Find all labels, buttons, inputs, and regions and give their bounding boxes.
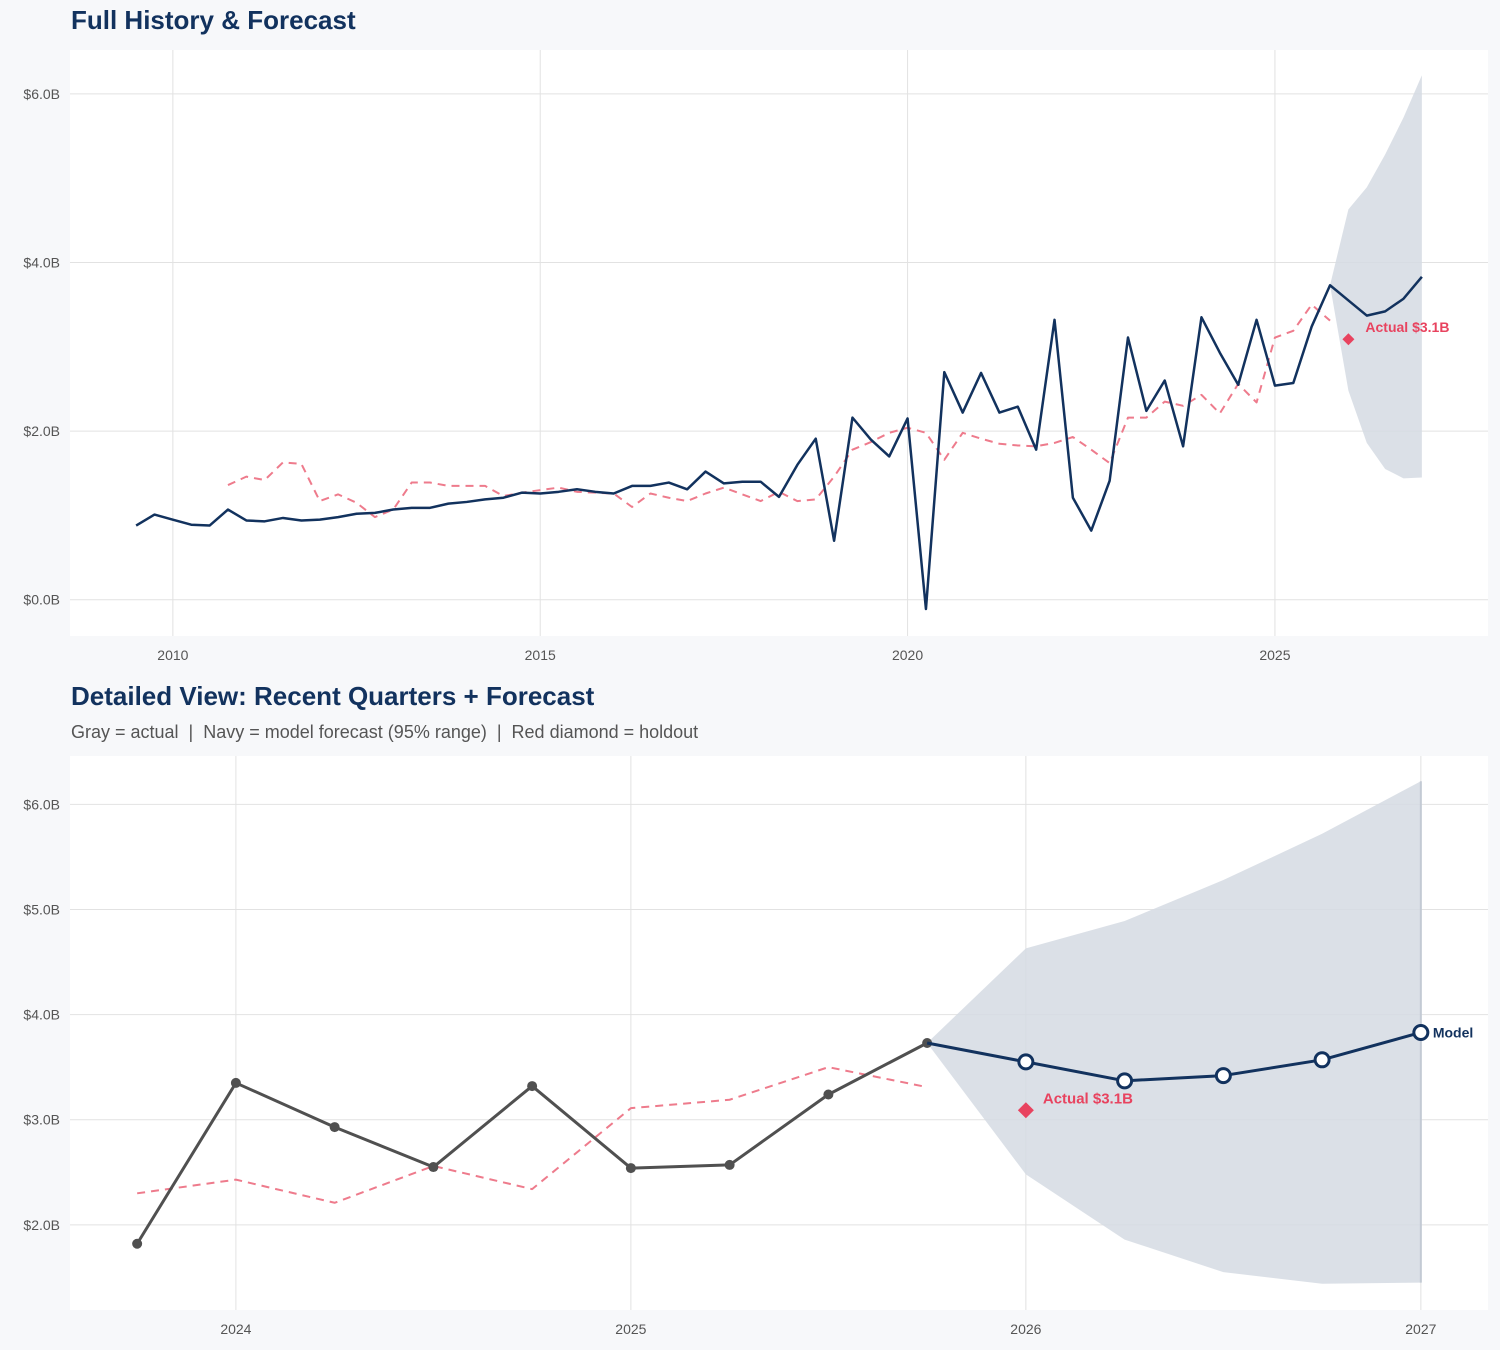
y-tick-label: $5.0B	[23, 901, 60, 917]
holdout-diamond	[1342, 333, 1355, 346]
x-tick-label: 2010	[157, 647, 188, 663]
x-tick-label: 2025	[615, 1321, 646, 1337]
chart-title-full-history: Full History & Forecast	[71, 5, 356, 35]
actual-point	[132, 1238, 143, 1249]
actual-point	[329, 1122, 340, 1133]
x-tick-label: 2024	[220, 1321, 251, 1337]
series-line-red-dashed	[227, 303, 1331, 519]
actual-point	[625, 1163, 636, 1174]
y-tick-label: $6.0B	[23, 796, 60, 812]
model-label: Model	[1433, 1024, 1473, 1040]
x-tick-label: 2020	[892, 647, 923, 663]
y-tick-label: $2.0B	[23, 423, 60, 439]
series-line-navy-forecast	[926, 1031, 1422, 1083]
actual-point	[724, 1159, 735, 1170]
forecast-point	[1313, 1051, 1331, 1069]
forecast-point	[1412, 1023, 1430, 1041]
y-tick-label: $0.0B	[23, 592, 60, 608]
y-tick-label: $4.0B	[23, 254, 60, 270]
series-line-navy-solid	[135, 276, 1423, 611]
forecast-point	[1214, 1067, 1232, 1085]
actual-point	[428, 1162, 439, 1173]
chart-subtitle-legend: Gray = actual | Navy = model forecast (9…	[71, 722, 699, 742]
x-tick-label: 2027	[1405, 1321, 1436, 1337]
forecast-95-band	[927, 781, 1421, 1284]
actual-point	[527, 1081, 538, 1092]
forecast-point	[1116, 1072, 1134, 1090]
holdout-diamond	[1017, 1102, 1034, 1119]
series-line-red-dashed	[137, 1066, 928, 1204]
actual-point	[823, 1089, 834, 1100]
holdout-label: Actual $3.1B	[1043, 1090, 1133, 1107]
chart-title-detailed-view: Detailed View: Recent Quarters + Forecas…	[71, 681, 595, 711]
holdout-label: Actual $3.1B	[1365, 319, 1449, 335]
forecast-point	[1017, 1053, 1035, 1071]
x-tick-label: 2026	[1010, 1321, 1041, 1337]
y-tick-label: $6.0B	[23, 86, 60, 102]
plot-area	[70, 50, 1488, 636]
y-tick-label: $3.0B	[23, 1112, 60, 1128]
forecast-95-band	[1330, 75, 1422, 479]
x-tick-label: 2015	[525, 647, 556, 663]
x-tick-label: 2025	[1259, 647, 1290, 663]
chart-full-history: 2010 2015 2020 2025 $0.0B $2.0B $4.0B $6.0B Actu…	[23, 50, 1488, 663]
chart-detailed-view: 2024 2025 2026 2027 $2.0B $3.0B $4.0B $5.0B $6.0…	[23, 756, 1488, 1337]
y-tick-label: $4.0B	[23, 1007, 60, 1023]
y-tick-label: $2.0B	[23, 1217, 60, 1233]
actual-point	[230, 1077, 241, 1088]
